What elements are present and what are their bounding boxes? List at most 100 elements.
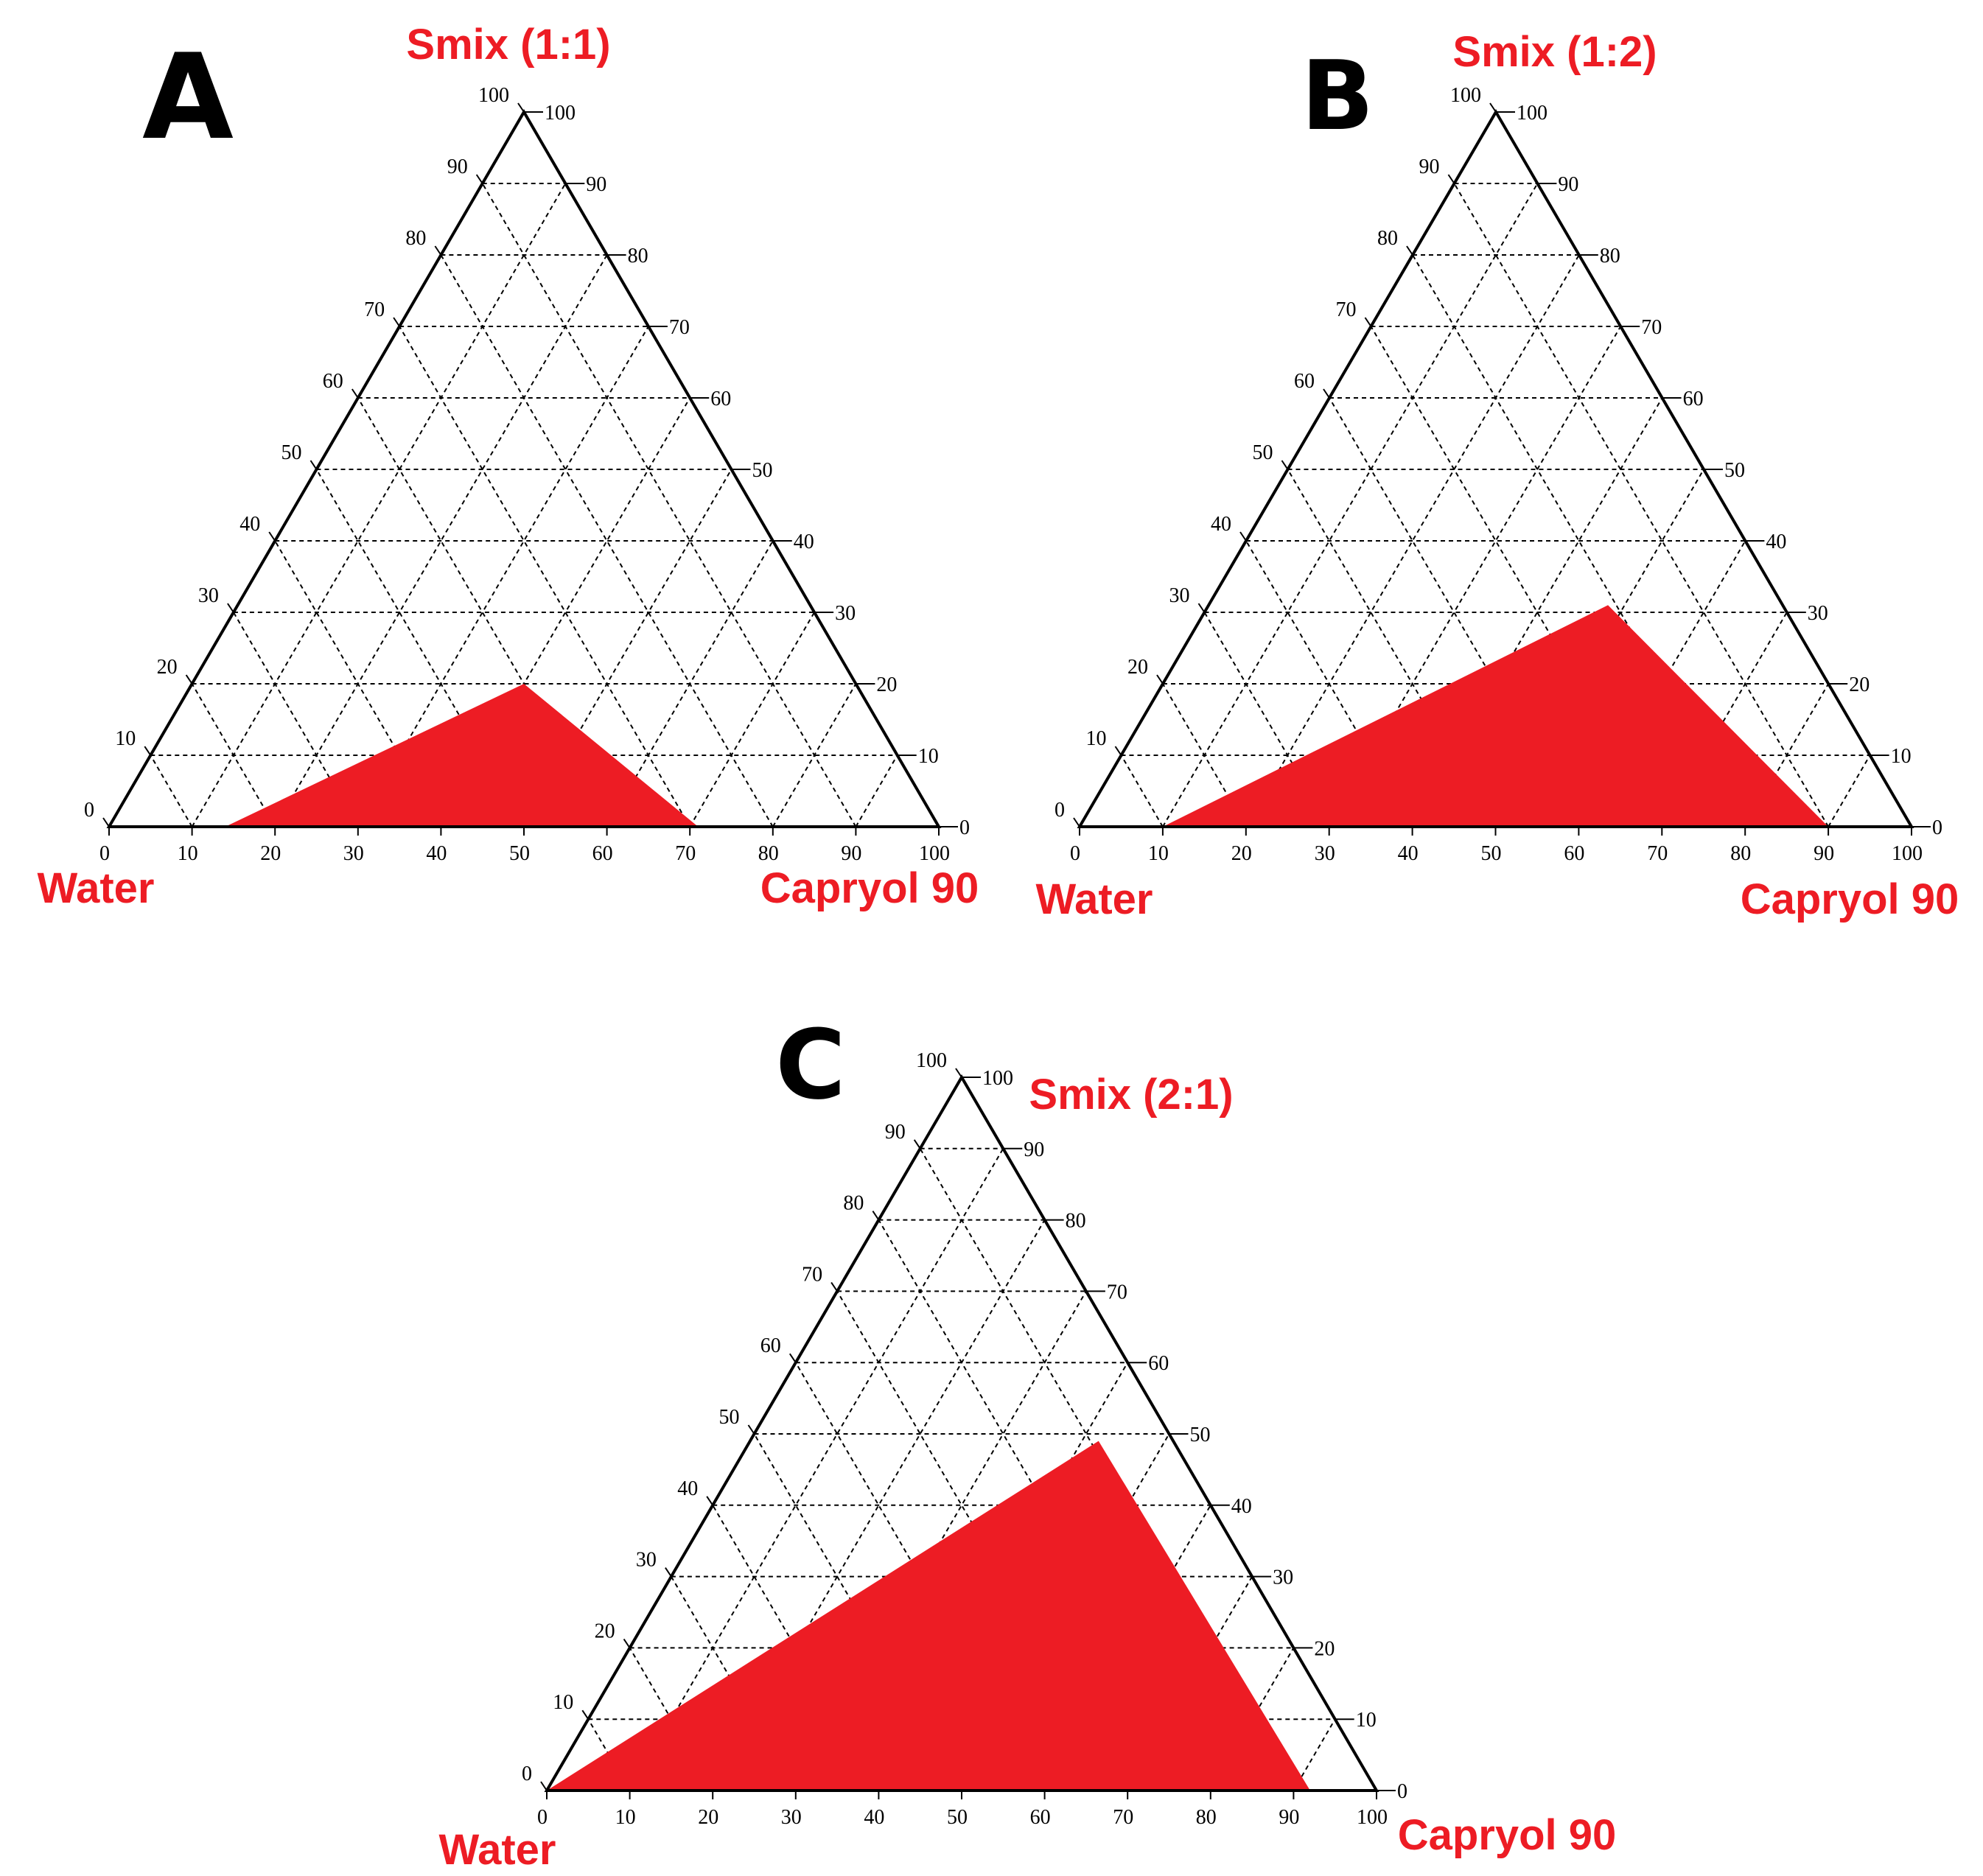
tick-label-bottom-70: 70 bbox=[1647, 842, 1668, 865]
panel-b: B 00010101020202030303040404050505060606… bbox=[1036, 28, 1959, 923]
tick-label-right-0: 0 bbox=[1397, 1780, 1407, 1803]
panel-a-grid bbox=[150, 183, 898, 827]
tick-label-left-80: 80 bbox=[405, 227, 426, 250]
tick-mark-left-0 bbox=[1073, 817, 1080, 827]
tick-mark-left-40 bbox=[1239, 531, 1247, 542]
tick-mark-left-100 bbox=[1489, 102, 1497, 113]
tick-label-left-10: 10 bbox=[553, 1691, 573, 1714]
tick-label-right-60: 60 bbox=[1683, 388, 1704, 410]
grid-line-water-10 bbox=[1453, 183, 1829, 827]
panel-a: A 00010101020202030303040404050505060606… bbox=[38, 21, 979, 912]
tick-label-bottom-40: 40 bbox=[426, 842, 447, 865]
tick-label-right-50: 50 bbox=[1190, 1424, 1211, 1446]
tick-mark-left-10 bbox=[144, 746, 152, 756]
tick-label-left-60: 60 bbox=[323, 370, 343, 393]
tick-label-right-0: 0 bbox=[1932, 816, 1942, 839]
tick-label-left-10: 10 bbox=[115, 727, 136, 750]
tick-label-left-40: 40 bbox=[1211, 513, 1231, 536]
vertex-label-capryol-b: Capryol 90 bbox=[1741, 875, 1959, 923]
tick-label-left-70: 70 bbox=[1336, 298, 1357, 321]
tick-label-right-100: 100 bbox=[982, 1067, 1013, 1090]
tick-label-left-50: 50 bbox=[1253, 441, 1273, 464]
tick-label-bottom-80: 80 bbox=[1196, 1806, 1217, 1829]
tick-mark-left-80 bbox=[872, 1211, 880, 1221]
tick-mark-left-70 bbox=[830, 1281, 838, 1292]
tick-label-bottom-60: 60 bbox=[592, 842, 613, 865]
tick-mark-left-20 bbox=[623, 1638, 631, 1648]
tick-label-right-10: 10 bbox=[918, 745, 939, 768]
tick-mark-left-50 bbox=[1281, 460, 1289, 470]
tick-mark-left-10 bbox=[1114, 746, 1122, 756]
tick-label-left-40: 40 bbox=[239, 513, 260, 536]
panel-letter-b: B bbox=[1301, 40, 1374, 152]
tick-label-left-20: 20 bbox=[157, 656, 178, 679]
tick-label-left-0: 0 bbox=[1055, 799, 1065, 822]
tick-label-bottom-20: 20 bbox=[1231, 842, 1252, 865]
tick-label-right-10: 10 bbox=[1356, 1709, 1377, 1732]
tick-mark-left-20 bbox=[185, 674, 193, 685]
tick-label-left-90: 90 bbox=[885, 1121, 906, 1144]
tick-label-right-70: 70 bbox=[669, 316, 690, 339]
tick-label-right-30: 30 bbox=[1808, 602, 1828, 625]
tick-label-left-0: 0 bbox=[522, 1763, 532, 1785]
tick-label-bottom-90: 90 bbox=[1814, 842, 1834, 865]
tick-label-bottom-100: 100 bbox=[1892, 842, 1923, 865]
grid-line-capryol-90 bbox=[855, 755, 898, 827]
tick-label-left-60: 60 bbox=[1294, 370, 1315, 393]
tick-label-bottom-70: 70 bbox=[675, 842, 696, 865]
grid-line-capryol-90 bbox=[1828, 755, 1871, 827]
panel-letter-c: C bbox=[775, 1009, 845, 1121]
tick-mark-left-30 bbox=[1197, 603, 1206, 613]
panel-letter-a: A bbox=[142, 28, 234, 166]
tick-label-bottom-40: 40 bbox=[1398, 842, 1419, 865]
tick-label-right-50: 50 bbox=[1724, 459, 1745, 482]
tick-label-bottom-30: 30 bbox=[1315, 842, 1335, 865]
tick-label-left-40: 40 bbox=[677, 1477, 698, 1500]
tick-label-bottom-10: 10 bbox=[615, 1806, 636, 1829]
tick-label-left-30: 30 bbox=[636, 1549, 657, 1572]
tick-label-left-90: 90 bbox=[1419, 155, 1440, 178]
tick-label-bottom-100: 100 bbox=[1357, 1806, 1388, 1829]
tick-mark-left-0 bbox=[102, 817, 110, 827]
tick-label-right-30: 30 bbox=[1273, 1567, 1293, 1589]
tick-label-left-70: 70 bbox=[364, 298, 385, 321]
tick-label-bottom-0: 0 bbox=[537, 1806, 548, 1829]
tick-label-left-0: 0 bbox=[84, 799, 94, 822]
vertex-label-water-a: Water bbox=[38, 864, 155, 912]
tick-mark-left-90 bbox=[475, 174, 483, 184]
tick-label-bottom-90: 90 bbox=[841, 842, 861, 865]
tick-label-left-90: 90 bbox=[447, 155, 468, 178]
tick-label-bottom-60: 60 bbox=[1030, 1806, 1051, 1829]
tick-label-right-100: 100 bbox=[1517, 102, 1547, 125]
tick-label-bottom-20: 20 bbox=[260, 842, 281, 865]
tick-mark-left-60 bbox=[788, 1353, 797, 1363]
panel-b-ticks: 0001010102020203030304040405050506060607… bbox=[1055, 84, 1942, 865]
tick-label-left-20: 20 bbox=[595, 1620, 615, 1642]
grid-line-capryol-20 bbox=[1245, 254, 1580, 827]
tick-mark-left-80 bbox=[1406, 245, 1413, 256]
tick-label-right-90: 90 bbox=[1024, 1138, 1044, 1161]
tick-mark-left-40 bbox=[268, 531, 276, 542]
tick-label-bottom-30: 30 bbox=[343, 842, 364, 865]
tick-mark-left-100 bbox=[517, 102, 525, 113]
grid-line-water-10 bbox=[481, 183, 857, 827]
grid-line-water-20 bbox=[1412, 254, 1746, 827]
tick-label-left-100: 100 bbox=[1450, 84, 1481, 107]
grid-line-capryol-60 bbox=[606, 540, 774, 827]
vertex-label-capryol-a: Capryol 90 bbox=[760, 864, 979, 912]
tick-label-bottom-50: 50 bbox=[947, 1806, 968, 1829]
grid-line-water-80 bbox=[191, 683, 276, 827]
tick-label-right-90: 90 bbox=[1558, 173, 1578, 196]
tick-label-right-40: 40 bbox=[794, 531, 814, 553]
tick-mark-left-90 bbox=[1447, 174, 1455, 184]
vertex-label-smix-b: Smix (1:2) bbox=[1452, 28, 1657, 76]
tick-label-right-20: 20 bbox=[1849, 673, 1870, 696]
tick-label-left-20: 20 bbox=[1127, 656, 1148, 679]
tick-label-right-40: 40 bbox=[1766, 531, 1786, 553]
tick-label-bottom-70: 70 bbox=[1113, 1806, 1133, 1829]
tick-label-left-80: 80 bbox=[1377, 227, 1398, 250]
tick-label-bottom-80: 80 bbox=[758, 842, 779, 865]
region-polygon-b bbox=[1162, 605, 1829, 827]
region-polygon-a bbox=[225, 684, 699, 827]
